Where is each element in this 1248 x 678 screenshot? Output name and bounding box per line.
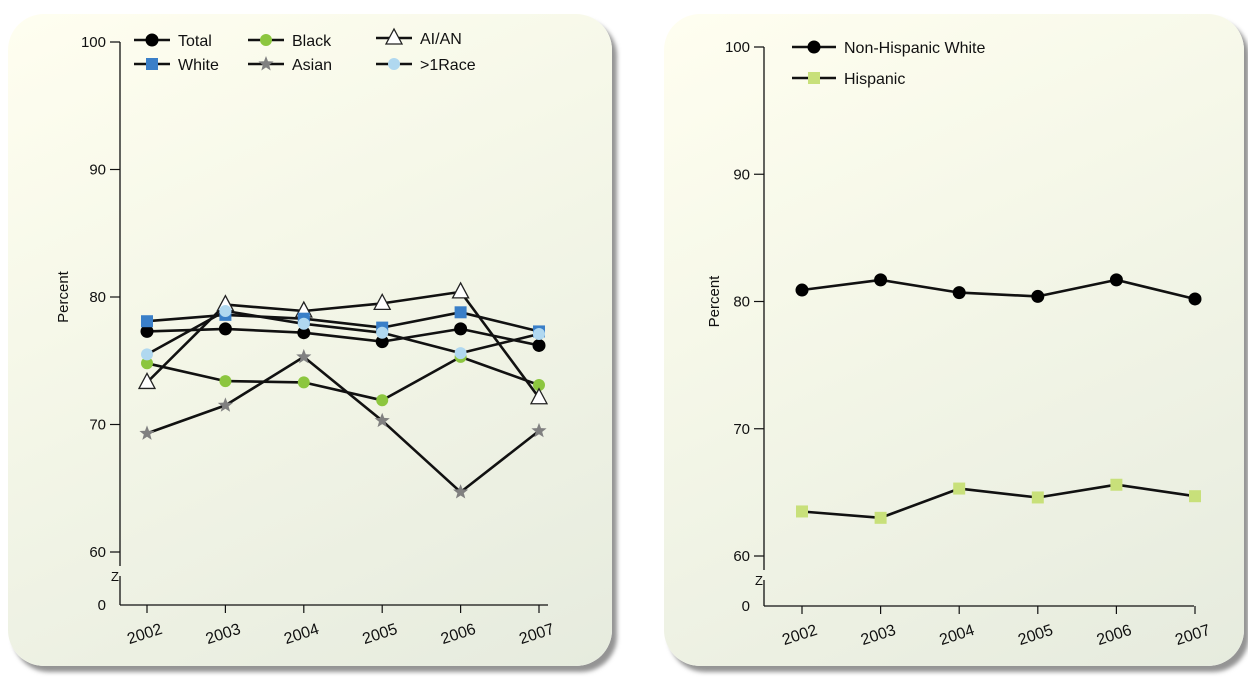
right-point-hispanic-2007	[1189, 490, 1201, 503]
right-series-line-non-hispanic-white	[801, 278, 1196, 301]
left-series-line-1race	[146, 309, 540, 356]
left-y-tick-label-80: 80	[89, 289, 106, 306]
left-point-ai-an-2006	[451, 281, 470, 299]
right-y-tick-label-90: 90	[733, 166, 750, 183]
left-point-ai-an-2002	[137, 372, 157, 390]
right-legend-label-non-hispanic-white: Non-Hispanic White	[844, 40, 985, 57]
right-point-non-hispanic-white-2006	[1109, 273, 1123, 287]
left-point-white-2002	[141, 315, 153, 328]
right-y-tick-label-70: 70	[733, 421, 750, 438]
right-x-tick-label-2003: 2003	[859, 622, 898, 649]
left-point-black-2005	[376, 394, 389, 407]
right-point-non-hispanic-white-2007	[1188, 292, 1202, 306]
left-point-ai-an-2007	[529, 387, 549, 405]
left-y-tick-label-90: 90	[89, 162, 106, 179]
left-legend-label-1race: >1Race	[420, 57, 476, 74]
right-point-non-hispanic-white-2005	[1031, 289, 1045, 303]
left-legend-label-black: Black	[292, 33, 332, 50]
left-series-line-asian	[146, 355, 540, 494]
right-point-hispanic-2004	[953, 482, 966, 495]
left-x-tick-label-2004: 2004	[282, 621, 321, 648]
right-x-tick-label-2007: 2007	[1173, 622, 1212, 649]
left-x-tick-label-2005: 2005	[360, 621, 399, 648]
left-legend-label-ai-an: AI/AN	[420, 31, 462, 48]
chart-panel-left: Z 0 60 70 80 90 100 Percent 2002 2003 2004 2005 2006…	[8, 14, 612, 666]
left-point-1race-2005	[376, 326, 389, 339]
left-point-1race-2004	[297, 317, 310, 330]
chart-panel-right: Z 0 60 70 80 90 100 Percent 2002 2003 2004 2005 2006…	[664, 14, 1244, 666]
left-point-white-2006	[454, 306, 467, 319]
left-x-tick-label-2006: 2006	[439, 621, 478, 648]
left-legend-label-asian: Asian	[292, 57, 332, 74]
right-series-line-hispanic	[801, 483, 1196, 520]
right-x-tick-label-2004: 2004	[937, 622, 976, 649]
left-x-tick-label-2007: 2007	[517, 621, 556, 648]
right-point-non-hispanic-white-2002	[795, 283, 809, 297]
right-x-tick-label-2006: 2006	[1095, 622, 1134, 649]
left-point-asian-2005	[374, 412, 390, 428]
left-point-black-2004	[297, 376, 310, 389]
left-x-tick-label-2002: 2002	[125, 621, 164, 648]
left-axis-break: Z	[111, 569, 119, 584]
left-y-axis-label: Percent	[55, 270, 72, 323]
left-point-ai-an-2005	[373, 292, 392, 311]
right-point-hispanic-2006	[1110, 478, 1123, 491]
right-point-hispanic-2002	[796, 505, 808, 518]
right-y-axis-label: Percent	[706, 275, 723, 328]
left-point-total-2007	[532, 338, 546, 352]
left-point-black-2002	[141, 357, 153, 370]
left-series-line-ai-an	[146, 290, 541, 399]
right-point-non-hispanic-white-2003	[874, 273, 888, 287]
ethnicity-chart: Z0 60 70 80 90 100 Percent 2002 2003 2004 2005 2006…	[706, 39, 1212, 649]
left-series-line-white	[146, 310, 540, 333]
right-x-tick-label-2005: 2005	[1016, 622, 1055, 649]
left-legend-marker-asian	[258, 56, 274, 71]
left-point-asian-2003	[217, 397, 233, 412]
left-point-1race-2003	[219, 305, 232, 318]
right-point-hispanic-2005	[1031, 491, 1044, 504]
left-legend-marker-white	[146, 58, 158, 70]
right-y-tick-label-100: 100	[725, 39, 750, 56]
left-point-black-2003	[219, 375, 232, 388]
left-y-tick-label-100: 100	[81, 34, 106, 51]
left-point-asian-2002	[139, 425, 155, 440]
left-point-black-2007	[533, 378, 545, 391]
right-legend-marker-hispanic	[808, 72, 820, 84]
right-legend-label-hispanic: Hispanic	[844, 71, 905, 88]
left-point-1race-2007	[533, 327, 545, 340]
left-point-asian-2006	[453, 484, 469, 499]
left-y-tick-label-60: 60	[89, 544, 106, 561]
left-point-1race-2002	[141, 348, 153, 361]
left-y-tick-label-70: 70	[89, 417, 106, 434]
left-point-asian-2007	[531, 422, 547, 438]
left-legend-marker-total	[145, 33, 159, 47]
left-y-tick-label-0: 0	[98, 597, 106, 614]
right-y-tick-label-80: 80	[733, 294, 750, 311]
right-point-hispanic-2003	[874, 511, 887, 524]
left-point-1race-2006	[454, 347, 467, 360]
right-point-non-hispanic-white-2004	[952, 286, 966, 300]
left-legend-marker-black	[260, 34, 272, 46]
left-point-total-2003	[218, 322, 232, 336]
left-x-tick-label-2003: 2003	[204, 621, 243, 648]
left-legend-label-total: Total	[178, 33, 212, 50]
right-legend-marker-non-hispanic-white	[807, 40, 821, 54]
left-series-line-total	[146, 327, 540, 347]
right-x-tick-label-2002: 2002	[780, 622, 819, 649]
left-point-total-2006	[454, 322, 468, 336]
left-legend-marker-1race	[388, 58, 400, 70]
left-series-line-black	[146, 355, 540, 402]
right-y-tick-label-0: 0	[742, 598, 750, 615]
left-point-asian-2004	[296, 348, 312, 364]
left-legend-marker-ai-an	[384, 27, 404, 45]
right-axis-break: Z	[755, 573, 763, 588]
race-chart: Z0 60 70 80 90 100 Percent 2002 2003 2004 2005 2006…	[55, 27, 556, 648]
right-y-tick-label-60: 60	[733, 548, 750, 565]
left-legend-label-white: White	[178, 57, 219, 74]
